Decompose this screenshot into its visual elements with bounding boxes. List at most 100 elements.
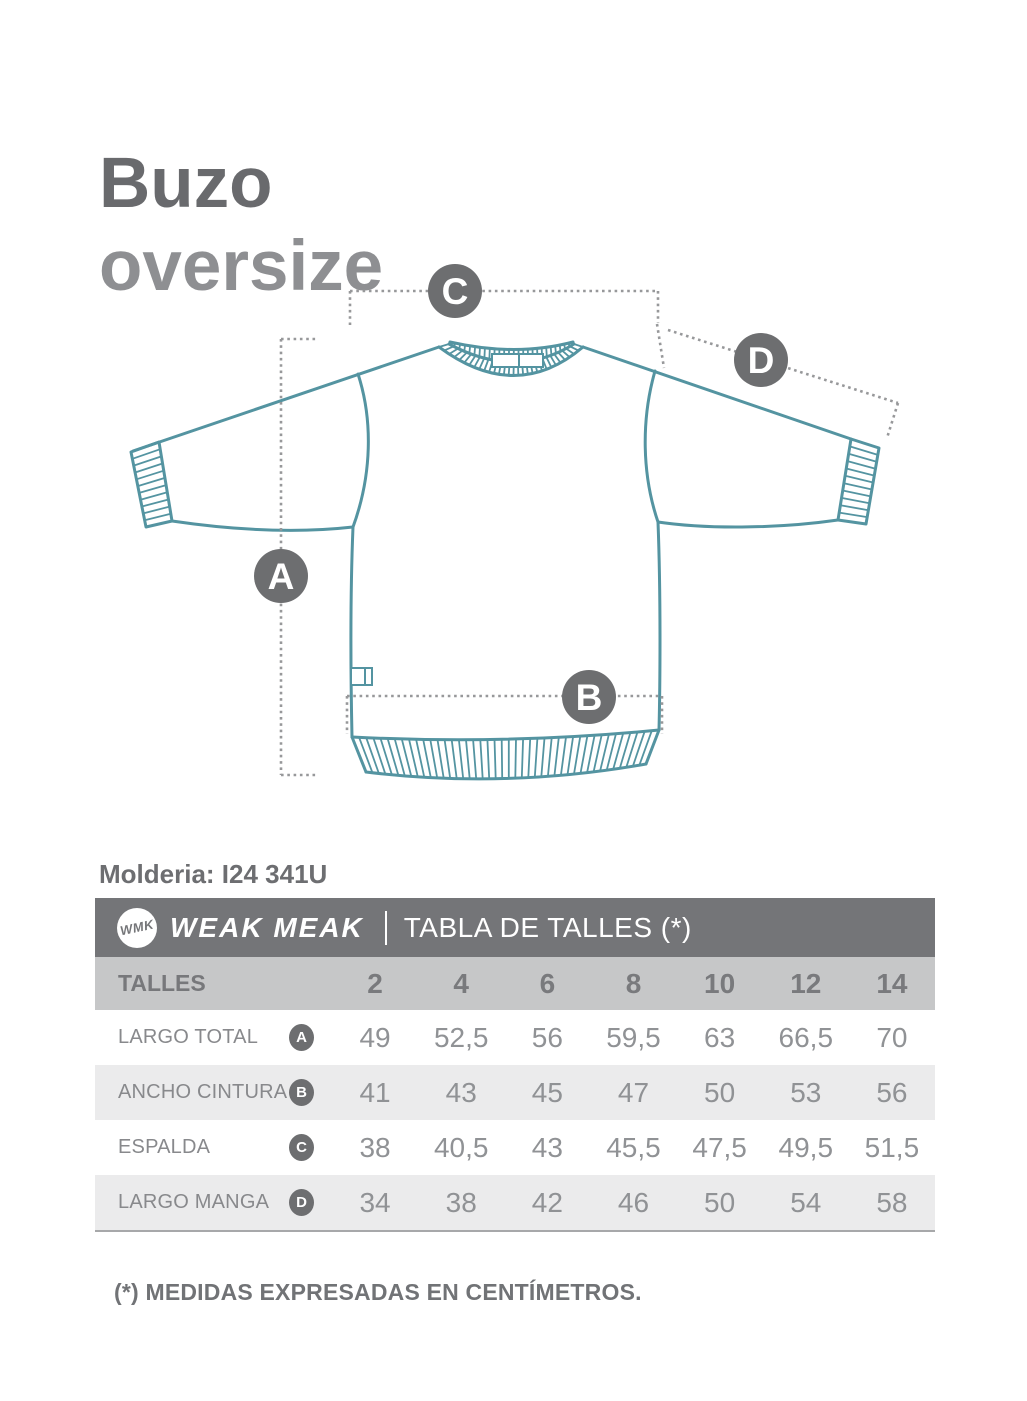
marker-circle-b <box>562 670 616 724</box>
size-table: WMK WEAK MEAK TABLA DE TALLES (*) TALLES… <box>95 898 935 1232</box>
left-body-side <box>349 525 355 739</box>
page-title-line2: oversize <box>99 226 384 306</box>
brand-name: WEAK MEAK <box>170 911 364 943</box>
page-title: Buzo oversize <box>99 142 383 308</box>
row-label: LARGO TOTAL <box>118 1026 259 1048</box>
measure-tick-d-end <box>885 402 900 439</box>
marker-circle-c <box>428 264 482 318</box>
garment-measurement-diagram: C D A B <box>129 264 900 781</box>
collar-top-arc <box>448 340 575 351</box>
table-row-ancho-cintura: ANCHO CINTURA B 41 43 45 47 50 53 56 <box>95 1065 935 1120</box>
size-table-header: WMK WEAK MEAK TABLA DE TALLES (*) <box>95 898 935 957</box>
size-table-title: TABLA DE TALLES (*) <box>403 911 692 943</box>
measurement-value: 56 <box>876 1076 908 1108</box>
row-label: ANCHO CINTURA <box>118 1081 288 1103</box>
row-label-cell: ESPALDA C <box>95 1134 332 1161</box>
measurement-value: 59,5 <box>606 1021 661 1053</box>
measurement-value: 53 <box>790 1076 822 1108</box>
measure-marker-d: D <box>734 333 788 387</box>
marker-letter-a: A <box>268 556 295 597</box>
measurement-value: 70 <box>876 1021 908 1053</box>
hem-bottom-edge <box>364 762 648 781</box>
measurement-value: 42 <box>531 1186 563 1218</box>
brand-monogram: WMK <box>118 916 156 939</box>
measurement-value: 49,5 <box>778 1131 834 1163</box>
left-armhole-seam <box>351 372 370 529</box>
hem-rib-texture <box>351 729 660 779</box>
measurement-value: 47,5 <box>692 1131 747 1163</box>
row-marker-badge: C <box>289 1134 314 1161</box>
header-divider <box>384 910 387 945</box>
right-body-side <box>656 520 662 732</box>
sizes-label-cell: TALLES <box>95 970 332 997</box>
table-row-largo-total: LARGO TOTAL A 49 52,5 56 59,5 63 66,5 70 <box>95 1010 935 1065</box>
hem-left-edge <box>350 735 368 774</box>
sizes-label: TALLES <box>118 970 206 996</box>
left-cuff <box>129 440 174 529</box>
marker-circle-d <box>734 333 788 387</box>
measurement-value: 41 <box>359 1076 391 1108</box>
measurement-value: 34 <box>359 1186 391 1218</box>
measurement-value: 46 <box>617 1186 650 1218</box>
row-marker-badge: B <box>289 1079 314 1106</box>
size-column-header: 6 <box>539 967 556 999</box>
row-label: LARGO MANGA <box>118 1191 270 1213</box>
measure-tick-d-start <box>655 323 666 369</box>
measurement-value: 63 <box>704 1021 736 1053</box>
measurement-value: 45,5 <box>606 1131 661 1163</box>
measurement-value: 51,5 <box>864 1131 920 1163</box>
measure-marker-b: B <box>562 670 616 724</box>
side-tag <box>350 667 373 686</box>
measurement-value: 38 <box>445 1186 477 1218</box>
measurement-value: 49 <box>359 1021 391 1053</box>
left-underarm-seam <box>170 519 355 532</box>
row-label-cell: LARGO MANGA D <box>95 1189 332 1216</box>
measurement-value: 56 <box>531 1021 563 1053</box>
row-marker-badge: A <box>289 1024 314 1051</box>
size-column-header: 14 <box>876 967 908 999</box>
measurement-value: 50 <box>704 1076 736 1108</box>
marker-letter-b: B <box>576 677 603 718</box>
right-underarm-seam <box>656 518 840 529</box>
rib-lines <box>351 729 660 779</box>
brand-logo-icon: WMK <box>117 907 157 948</box>
measurement-value: 40,5 <box>433 1131 489 1163</box>
marker-letter-c: C <box>442 271 469 312</box>
measurement-value: 45 <box>531 1076 563 1108</box>
row-label-cell: LARGO TOTAL A <box>95 1024 332 1051</box>
measurement-value: 50 <box>704 1186 736 1218</box>
measure-marker-a: A <box>254 549 308 603</box>
right-cuff <box>836 437 881 526</box>
measure-marker-c: C <box>428 264 482 318</box>
hem-right-edge <box>644 728 661 766</box>
garment-outline <box>129 340 881 781</box>
measurement-value: 66,5 <box>778 1021 834 1053</box>
size-column-header: 8 <box>625 967 642 999</box>
marker-circle-a <box>254 549 308 603</box>
pattern-reference: Molderia: I24 341U <box>99 859 328 889</box>
page-title-line1: Buzo <box>99 143 273 223</box>
units-footnote: (*) MEDIDAS EXPRESADAS EN CENTÍMETROS. <box>114 1279 642 1305</box>
row-marker-badge: D <box>289 1189 314 1216</box>
marker-letter-d: D <box>748 340 775 381</box>
table-row-espalda: ESPALDA C 38 40,5 43 45,5 47,5 49,5 51,5 <box>95 1120 935 1175</box>
measurement-value: 38 <box>359 1131 391 1163</box>
right-shoulder-seam <box>581 345 853 441</box>
table-row-largo-manga: LARGO MANGA D 34 38 42 46 50 54 58 <box>95 1175 935 1232</box>
measurement-value: 54 <box>790 1186 822 1218</box>
measurement-value: 43 <box>445 1076 477 1108</box>
size-column-header: 10 <box>704 967 736 999</box>
measurement-value: 52,5 <box>433 1021 489 1053</box>
neck-label <box>491 353 544 368</box>
right-armhole-seam <box>643 369 660 524</box>
row-label-cell: ANCHO CINTURA B <box>95 1079 332 1106</box>
size-column-header: 2 <box>367 967 383 999</box>
hem-top-edge <box>350 728 661 742</box>
measurement-value: 43 <box>531 1131 563 1163</box>
collar-outer-arc <box>437 345 585 377</box>
measurement-value: 47 <box>617 1076 650 1108</box>
row-label: ESPALDA <box>118 1136 211 1158</box>
size-column-header: 12 <box>790 967 822 999</box>
measurement-value: 58 <box>876 1186 908 1218</box>
